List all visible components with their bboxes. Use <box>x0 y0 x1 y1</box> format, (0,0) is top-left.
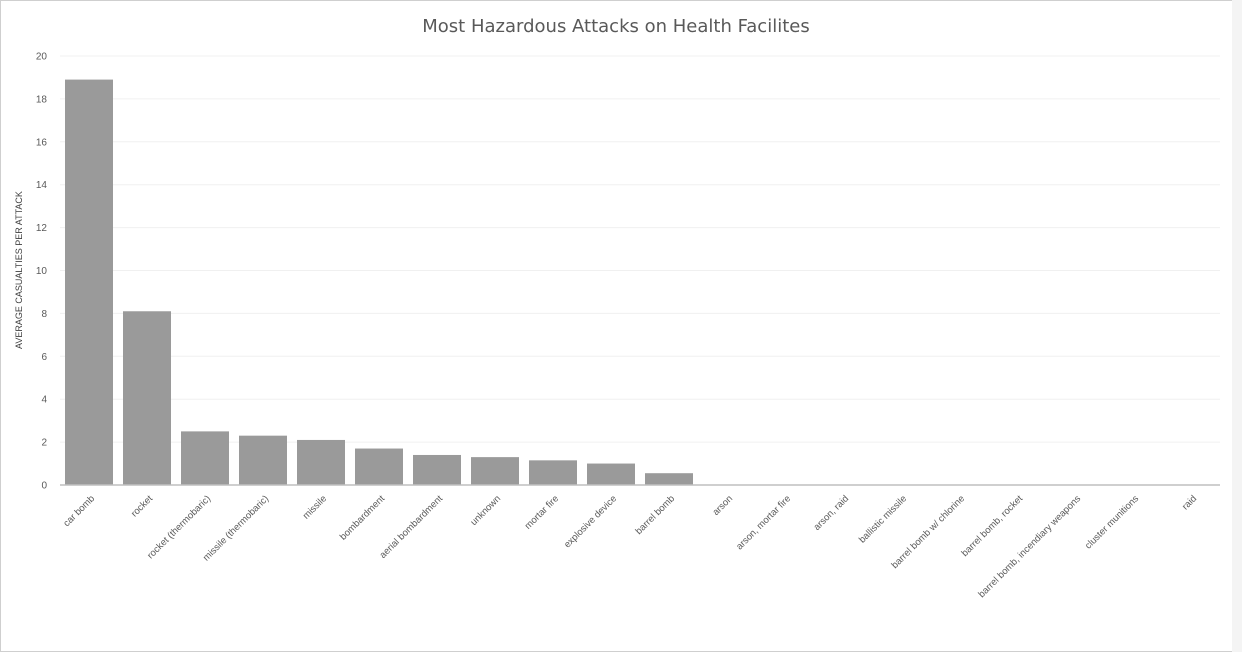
bar <box>123 311 171 485</box>
bar <box>645 473 693 485</box>
y-tick-label: 20 <box>36 52 48 63</box>
y-tick-label: 12 <box>36 223 48 234</box>
x-tick-label: aerial bombardment <box>378 493 446 561</box>
x-tick-label: arson, raid <box>812 493 852 533</box>
x-tick-label: cluster munitions <box>1083 493 1141 551</box>
x-tick-label: raid <box>1180 493 1199 512</box>
x-tick-label: rocket <box>129 493 155 519</box>
x-tick-label: barrel bomb <box>633 493 677 537</box>
x-tick-label: rocket (thermobaric) <box>145 493 213 561</box>
x-tick-label: bombardment <box>338 493 387 542</box>
y-tick-label: 14 <box>36 180 48 191</box>
y-axis-ticks: 0 2 4 6 8 10 12 14 16 18 20 <box>36 52 48 492</box>
y-tick-label: 16 <box>36 137 48 148</box>
x-tick-label: mortar fire <box>523 493 561 531</box>
x-tick-label: arson, mortar fire <box>734 493 793 552</box>
x-tick-label: arson <box>711 493 736 518</box>
x-tick-label: car bomb <box>61 493 97 529</box>
y-tick-label: 18 <box>36 94 48 105</box>
window-edge <box>1232 0 1242 652</box>
bars <box>65 79 693 485</box>
y-tick-label: 0 <box>41 481 47 492</box>
bar <box>587 463 635 485</box>
y-tick-label: 8 <box>41 309 47 320</box>
x-tick-label: barrel bomb, rocket <box>959 493 1025 559</box>
y-axis-label: AVERAGE CASUALTIES PER ATTACK <box>14 191 24 349</box>
bar <box>297 439 345 485</box>
gridlines <box>60 55 1220 443</box>
x-tick-label: barrel bomb, incendiary weapons <box>976 493 1083 600</box>
x-tick-label: explosive device <box>562 493 619 550</box>
bar <box>355 448 403 485</box>
chart-title: Most Hazardous Attacks on Health Facilit… <box>422 16 809 37</box>
x-tick-label: missile <box>301 493 329 521</box>
y-tick-label: 2 <box>41 438 47 449</box>
bar <box>471 457 519 485</box>
y-tick-label: 4 <box>41 395 47 406</box>
bar <box>239 435 287 485</box>
bar <box>529 460 577 485</box>
x-tick-label: ballistic missile <box>857 493 909 545</box>
bar <box>65 79 113 485</box>
y-tick-label: 6 <box>41 352 47 363</box>
x-tick-label: missile (thermobaric) <box>201 493 271 563</box>
x-tick-label: unknown <box>468 493 503 528</box>
bar <box>181 431 229 485</box>
bar <box>413 454 461 485</box>
y-tick-label: 10 <box>36 266 48 277</box>
